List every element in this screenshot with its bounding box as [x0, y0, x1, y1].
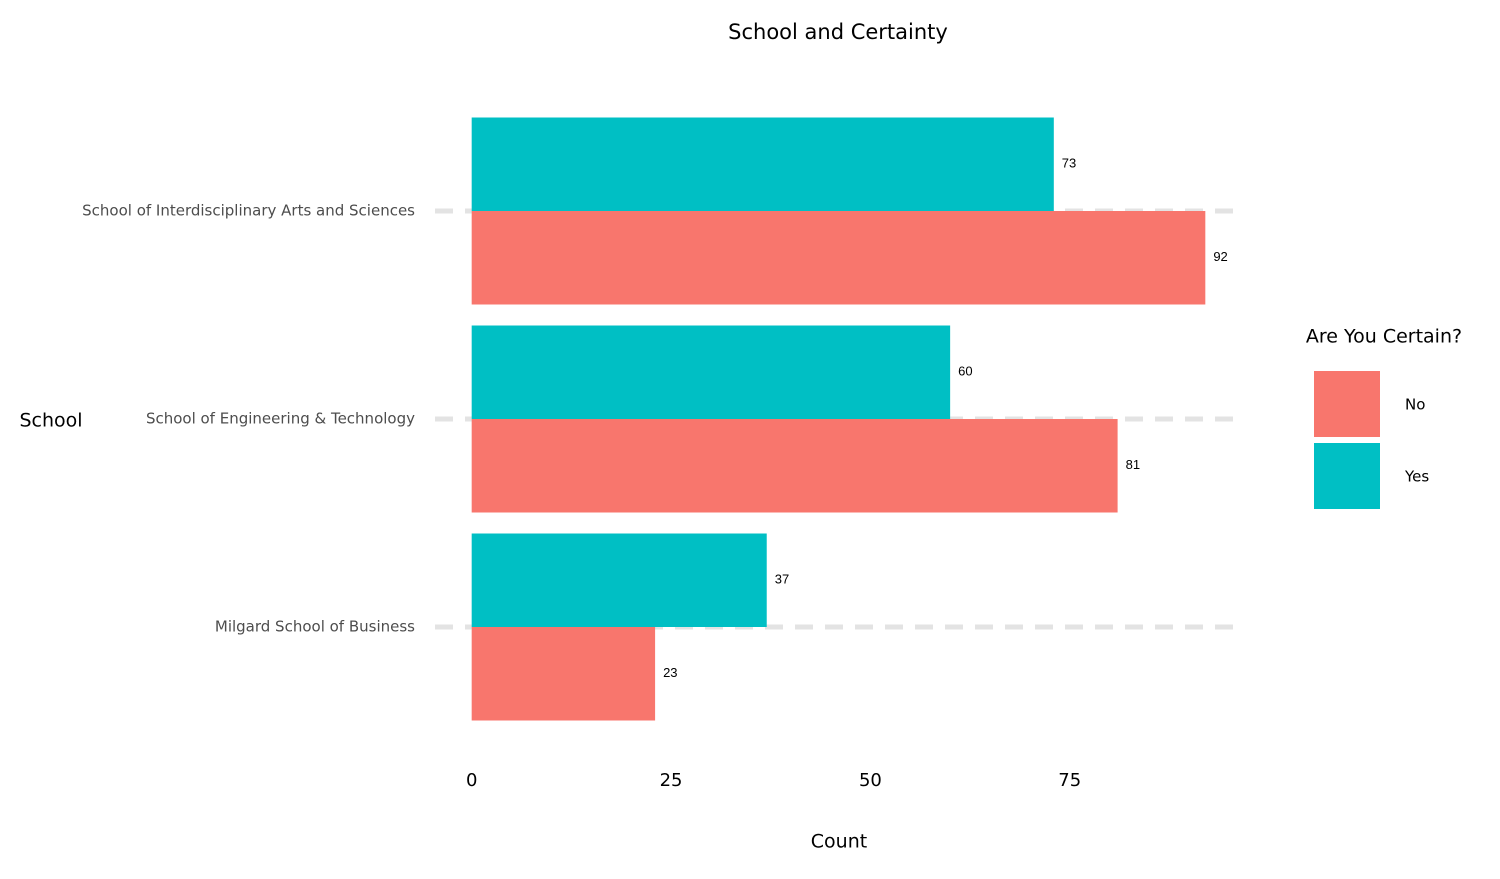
value-label: 81: [1126, 457, 1140, 472]
y-axis-title: School: [19, 410, 82, 432]
x-tick-label: 75: [1058, 770, 1081, 791]
bar: [471, 117, 1054, 211]
bar: [471, 211, 1206, 305]
bar: [471, 419, 1118, 513]
value-label: 37: [775, 572, 789, 587]
bar: [471, 627, 656, 721]
x-tick-label: 25: [660, 770, 683, 791]
value-label: 73: [1062, 156, 1076, 171]
legend-label: Yes: [1404, 468, 1429, 486]
legend-label: No: [1405, 396, 1425, 414]
value-label: 92: [1213, 249, 1227, 264]
legend-key: [1314, 371, 1380, 437]
x-axis-title: Count: [811, 831, 867, 853]
y-tick-label: School of Interdisciplinary Arts and Sci…: [82, 202, 415, 220]
y-tick-label: School of Engineering & Technology: [146, 410, 415, 428]
chart-title: School and Certainty: [728, 20, 948, 44]
legend-title: Are You Certain?: [1306, 326, 1462, 348]
x-tick-label: 50: [859, 770, 882, 791]
bar: [471, 325, 951, 419]
value-label: 23: [663, 665, 677, 680]
y-tick-label: Milgard School of Business: [215, 618, 415, 636]
x-tick-label: 0: [466, 770, 477, 791]
bar: [471, 533, 767, 627]
legend-key: [1314, 443, 1380, 509]
value-label: 60: [958, 364, 972, 379]
